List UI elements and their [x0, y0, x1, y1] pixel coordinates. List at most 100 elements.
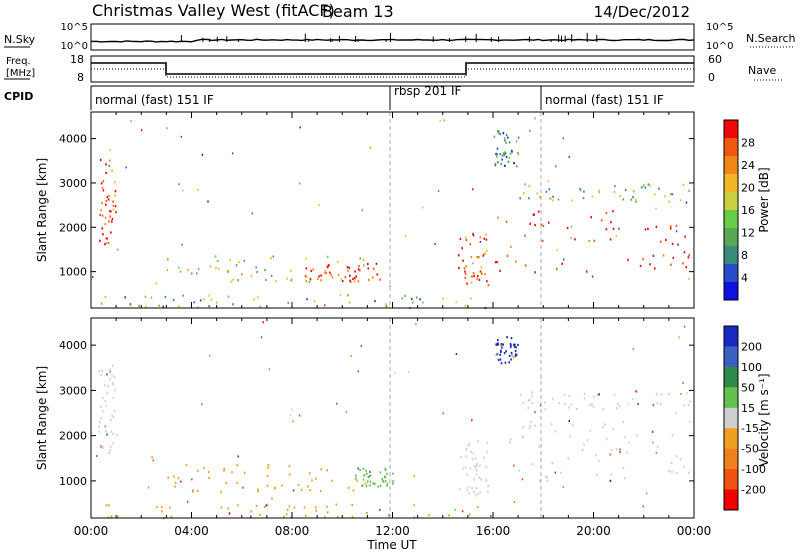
data-cell [104, 243, 106, 246]
data-cell [655, 225, 658, 228]
data-cell [583, 190, 585, 193]
data-cell [484, 273, 486, 276]
data-cell [458, 488, 461, 491]
data-cell [502, 343, 504, 346]
data-cell [220, 506, 223, 509]
data-cell [503, 152, 506, 156]
noise-cell [291, 408, 293, 411]
noise-cell [155, 282, 158, 285]
data-cell [358, 265, 360, 268]
noise-cell [677, 243, 679, 246]
noise-cell [130, 120, 132, 123]
data-cell [352, 489, 355, 492]
data-cell [227, 295, 230, 298]
data-cell [257, 490, 259, 493]
data-cell [111, 364, 114, 367]
noise-cell [201, 403, 203, 406]
data-cell [632, 398, 634, 401]
data-cell [515, 353, 518, 356]
data-cell [102, 233, 104, 236]
data-cell [363, 474, 366, 477]
data-cell [368, 278, 370, 281]
data-cell [448, 514, 450, 517]
data-cell [656, 402, 659, 405]
nave-series-line [91, 68, 694, 78]
data-cell [352, 277, 354, 281]
data-cell [170, 515, 173, 518]
data-cell [556, 267, 558, 271]
data-cell [215, 267, 217, 270]
data-cell [669, 227, 672, 230]
data-cell [476, 464, 478, 467]
data-cell [379, 484, 382, 487]
data-cell [413, 504, 415, 507]
data-cell [100, 445, 102, 448]
data-cell [635, 200, 637, 203]
colorbar-swatch [724, 282, 738, 301]
colorbar-swatch [724, 246, 738, 265]
data-cell [326, 266, 329, 269]
velocity-x-axis: 00:00 04:00 08:00 12:00 16:00 20:00 00:00 [74, 318, 712, 538]
noise-cell [251, 212, 253, 215]
data-cell [605, 211, 608, 215]
data-cell [264, 268, 266, 271]
noise-cell [534, 411, 536, 414]
data-cell [531, 395, 534, 398]
data-cell [353, 280, 356, 283]
data-cell [266, 474, 269, 477]
data-cell [230, 280, 233, 283]
data-cell [337, 273, 340, 276]
data-cell [192, 489, 194, 492]
data-cell [463, 267, 466, 270]
noise-cell [209, 354, 211, 357]
data-cell [275, 279, 277, 283]
data-cell [250, 275, 253, 278]
data-cell [346, 266, 349, 269]
data-cell [386, 472, 388, 475]
data-cell [101, 370, 103, 373]
data-cell [297, 484, 300, 487]
data-cell [474, 494, 477, 497]
noise-cell [627, 403, 630, 406]
data-cell [116, 433, 118, 436]
data-cell [500, 350, 502, 354]
nsky-left-tick-bottom: 10^0 [61, 41, 88, 52]
data-cell [684, 235, 686, 238]
colorbar-swatch [724, 192, 738, 211]
data-cell [250, 515, 252, 518]
noise-cell [166, 127, 168, 130]
cpid-segment-3: normal (fast) 151 IF [545, 93, 664, 107]
data-cell [636, 434, 638, 437]
data-cell [501, 158, 503, 161]
data-cell [208, 305, 210, 308]
data-cell [509, 441, 511, 444]
noise-cell [345, 410, 348, 413]
data-cell [566, 226, 569, 230]
data-cell [479, 464, 481, 467]
data-cell [548, 188, 551, 191]
data-cell [664, 195, 666, 198]
data-cell [354, 270, 356, 273]
y-tick-label: 1000 [59, 266, 87, 279]
x-tick-label: 00:00 [677, 524, 712, 538]
noise-cell [105, 404, 107, 407]
data-cell [610, 449, 613, 452]
data-cell [362, 259, 365, 262]
velocity-panel: 1000 2000 3000 4000 00:00 04:00 08:00 12:00 16:… [35, 317, 771, 538]
noise-cell [290, 414, 292, 417]
data-cell [522, 436, 524, 439]
data-cell [383, 476, 386, 479]
data-cell [466, 473, 469, 476]
cpid-segment-2: rbsp 201 IF [394, 84, 461, 98]
data-cell [486, 441, 488, 444]
data-cell [619, 195, 621, 198]
data-cell [505, 141, 507, 144]
data-cell [671, 242, 674, 245]
data-cell [509, 343, 512, 346]
cpid-label: CPID [4, 90, 33, 103]
data-cell [304, 274, 307, 278]
data-cell [595, 454, 597, 457]
data-cell [517, 153, 520, 156]
data-cell [347, 486, 350, 489]
data-cell [365, 485, 368, 488]
